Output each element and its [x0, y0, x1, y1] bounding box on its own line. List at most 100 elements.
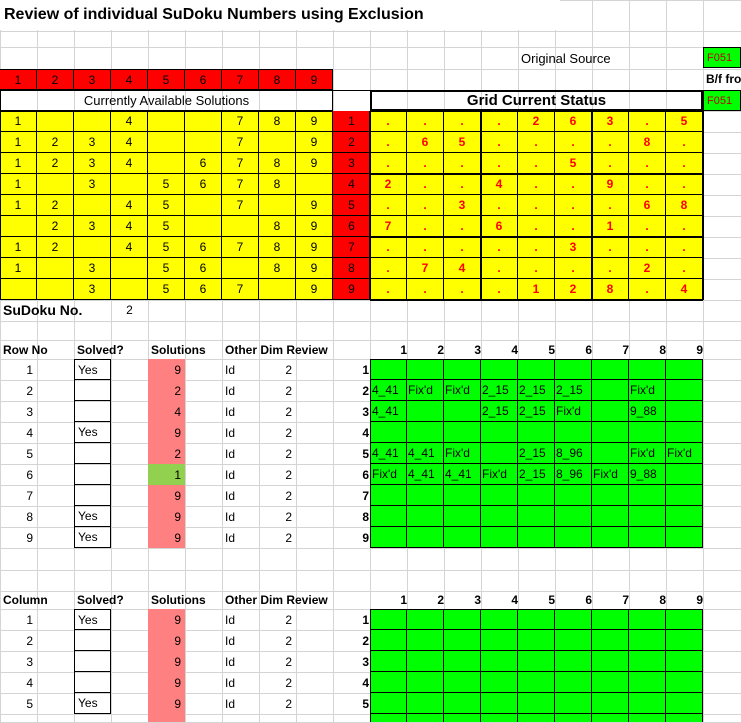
- row-solved-field[interactable]: Yes: [74, 422, 111, 443]
- row-solved-field[interactable]: Yes: [74, 359, 111, 380]
- row-review-cell[interactable]: [481, 443, 518, 464]
- grid-cell[interactable]: .: [407, 279, 444, 300]
- row-review-cell[interactable]: [666, 464, 703, 485]
- col-review-cell[interactable]: [444, 693, 481, 714]
- grid-cell[interactable]: 4: [444, 258, 481, 279]
- row-review-cell[interactable]: [592, 401, 629, 422]
- row-review-cell[interactable]: [555, 527, 592, 548]
- col-review-cell[interactable]: [370, 693, 407, 714]
- row-review-cell[interactable]: [666, 422, 703, 443]
- grid-cell[interactable]: 7: [407, 258, 444, 279]
- row-review-cell[interactable]: [518, 422, 555, 443]
- grid-cell[interactable]: 4: [481, 174, 518, 195]
- row-review-cell[interactable]: [407, 359, 444, 380]
- row-review-cell[interactable]: [555, 422, 592, 443]
- col-review-cell[interactable]: [481, 609, 518, 630]
- row-review-cell[interactable]: [444, 359, 481, 380]
- col-review-cell[interactable]: [518, 714, 555, 722]
- digit-header-9[interactable]: 9: [296, 69, 333, 90]
- row-review-cell[interactable]: [666, 527, 703, 548]
- col-review-cell[interactable]: [407, 672, 444, 693]
- grid-cell[interactable]: .: [444, 153, 481, 174]
- grid-cell[interactable]: .: [555, 195, 592, 216]
- row-review-cell[interactable]: 9_88: [629, 401, 666, 422]
- col-review-cell[interactable]: [629, 651, 666, 672]
- grid-cell[interactable]: 1: [518, 279, 555, 300]
- row-review-cell[interactable]: [629, 506, 666, 527]
- col-review-cell[interactable]: [629, 630, 666, 651]
- row-review-cell[interactable]: 2_15: [481, 380, 518, 401]
- row-review-cell[interactable]: 2_15: [518, 380, 555, 401]
- grid-cell[interactable]: .: [481, 153, 518, 174]
- row-solved-field[interactable]: [74, 485, 111, 506]
- col-solved-field[interactable]: [74, 672, 111, 693]
- row-solved-field[interactable]: [74, 464, 111, 485]
- grid-cell[interactable]: .: [370, 258, 407, 279]
- grid-cell[interactable]: 8: [629, 132, 666, 153]
- row-review-cell[interactable]: [666, 380, 703, 401]
- grid-cell[interactable]: .: [592, 237, 629, 258]
- grid-cell[interactable]: 5: [666, 111, 703, 132]
- grid-cell[interactable]: 4: [666, 279, 703, 300]
- row-review-cell[interactable]: [370, 359, 407, 380]
- digit-header-4[interactable]: 4: [111, 69, 148, 90]
- row-review-cell[interactable]: [592, 443, 629, 464]
- row-review-cell[interactable]: 2_15: [518, 464, 555, 485]
- grid-cell[interactable]: 6: [629, 195, 666, 216]
- grid-cell[interactable]: .: [629, 237, 666, 258]
- grid-cell[interactable]: .: [370, 237, 407, 258]
- grid-cell[interactable]: .: [592, 132, 629, 153]
- grid-cell[interactable]: 9: [592, 174, 629, 195]
- grid-cell[interactable]: .: [481, 195, 518, 216]
- col-review-cell[interactable]: [370, 651, 407, 672]
- row-review-cell[interactable]: [666, 359, 703, 380]
- grid-cell[interactable]: .: [370, 195, 407, 216]
- col-review-cell[interactable]: [629, 672, 666, 693]
- row-review-cell[interactable]: [370, 506, 407, 527]
- row-solved-field[interactable]: [74, 401, 111, 422]
- row-review-cell[interactable]: [481, 506, 518, 527]
- col-review-cell[interactable]: [592, 651, 629, 672]
- row-review-cell[interactable]: 4_41: [444, 464, 481, 485]
- row-review-cell[interactable]: [629, 422, 666, 443]
- row-review-cell[interactable]: 4_41: [407, 464, 444, 485]
- row-review-cell[interactable]: [555, 506, 592, 527]
- col-review-cell[interactable]: [518, 609, 555, 630]
- row-review-cell[interactable]: Fix'd: [481, 464, 518, 485]
- row-review-cell[interactable]: [481, 359, 518, 380]
- grid-cell[interactable]: .: [518, 132, 555, 153]
- col-review-cell[interactable]: [370, 609, 407, 630]
- grid-cell[interactable]: 6: [555, 111, 592, 132]
- grid-cell[interactable]: .: [444, 279, 481, 300]
- col-review-cell[interactable]: [666, 630, 703, 651]
- grid-cell[interactable]: .: [407, 195, 444, 216]
- row-review-cell[interactable]: 2_15: [481, 401, 518, 422]
- col-review-cell[interactable]: [666, 651, 703, 672]
- row-review-cell[interactable]: [592, 359, 629, 380]
- col-review-cell[interactable]: [481, 672, 518, 693]
- grid-cell[interactable]: .: [407, 111, 444, 132]
- grid-cell[interactable]: .: [444, 237, 481, 258]
- grid-cell[interactable]: 1: [592, 216, 629, 237]
- grid-cell[interactable]: .: [592, 153, 629, 174]
- grid-cell[interactable]: .: [481, 111, 518, 132]
- col-review-cell[interactable]: [629, 609, 666, 630]
- grid-cell[interactable]: .: [555, 258, 592, 279]
- grid-cell[interactable]: .: [629, 111, 666, 132]
- row-review-cell[interactable]: [444, 422, 481, 443]
- grid-cell[interactable]: .: [666, 237, 703, 258]
- row-review-cell[interactable]: [444, 506, 481, 527]
- col-review-cell[interactable]: [407, 651, 444, 672]
- grid-cell[interactable]: .: [370, 132, 407, 153]
- row-review-cell[interactable]: [407, 485, 444, 506]
- col-review-cell[interactable]: [555, 714, 592, 722]
- grid-cell[interactable]: 8: [666, 195, 703, 216]
- grid-cell[interactable]: .: [555, 132, 592, 153]
- grid-cell[interactable]: .: [518, 237, 555, 258]
- row-review-cell[interactable]: 4_41: [370, 380, 407, 401]
- row-review-cell[interactable]: 2_15: [518, 443, 555, 464]
- row-review-cell[interactable]: 4_41: [370, 443, 407, 464]
- col-review-cell[interactable]: [666, 609, 703, 630]
- row-review-cell[interactable]: [629, 359, 666, 380]
- row-review-cell[interactable]: Fix'd: [629, 380, 666, 401]
